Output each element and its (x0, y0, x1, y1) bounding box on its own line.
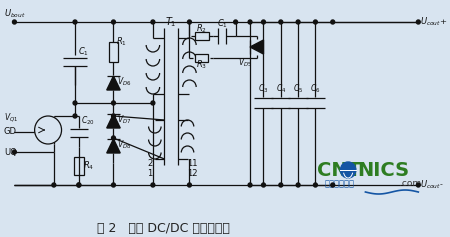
Polygon shape (107, 139, 120, 153)
Text: $R_4$: $R_4$ (83, 160, 94, 172)
Circle shape (112, 114, 115, 118)
Circle shape (73, 101, 77, 105)
Text: $C_3$: $C_3$ (258, 83, 269, 95)
Text: $C_4$: $C_4$ (275, 83, 286, 95)
Bar (108, 42, 118, 62)
Circle shape (77, 183, 81, 187)
Circle shape (279, 20, 283, 24)
Circle shape (279, 183, 283, 187)
Circle shape (341, 162, 356, 178)
Text: $C_1$: $C_1$ (78, 46, 89, 58)
Text: $C_6$: $C_6$ (310, 83, 321, 95)
Text: $V_{D6}$: $V_{D6}$ (117, 76, 132, 88)
Text: GD: GD (4, 128, 17, 137)
Bar (195, 54, 208, 62)
Circle shape (331, 20, 335, 24)
Circle shape (261, 20, 266, 24)
Circle shape (13, 20, 16, 24)
Circle shape (188, 183, 191, 187)
Text: .com: .com (399, 179, 421, 188)
Text: $V_{D7}$: $V_{D7}$ (117, 114, 132, 126)
Text: $R_2$: $R_2$ (197, 23, 207, 35)
Text: $V_{D8}$: $V_{D8}$ (117, 139, 132, 151)
Text: $V_{D5}$: $V_{D5}$ (238, 57, 252, 69)
Circle shape (261, 183, 266, 187)
Text: $U_{cout}$-: $U_{cout}$- (420, 179, 444, 191)
Text: $V_{Q1}$: $V_{Q1}$ (4, 112, 18, 124)
Text: UQ: UQ (4, 147, 17, 156)
Text: 图 2   高频 DC/DC 变换原理图: 图 2 高频 DC/DC 变换原理图 (97, 222, 230, 234)
Text: 2: 2 (148, 159, 153, 168)
Text: $U_{cout}$+: $U_{cout}$+ (420, 16, 448, 28)
Text: $T_1$: $T_1$ (166, 15, 177, 29)
Text: $U_{bout}$: $U_{bout}$ (4, 8, 26, 20)
Circle shape (248, 183, 252, 187)
Circle shape (234, 20, 238, 24)
Circle shape (112, 101, 115, 105)
Circle shape (151, 101, 155, 105)
Text: 12: 12 (187, 169, 198, 178)
Text: NICS: NICS (358, 160, 410, 179)
Circle shape (13, 150, 16, 154)
Circle shape (248, 20, 252, 24)
Text: $R_3$: $R_3$ (196, 59, 207, 71)
Circle shape (188, 20, 191, 24)
Bar (74, 157, 84, 175)
Circle shape (151, 183, 155, 187)
Circle shape (314, 183, 317, 187)
Circle shape (416, 183, 420, 187)
Circle shape (77, 183, 81, 187)
Circle shape (35, 116, 62, 144)
Circle shape (416, 20, 420, 24)
Circle shape (151, 20, 155, 24)
Circle shape (331, 183, 335, 187)
Text: 1: 1 (148, 169, 153, 178)
Circle shape (112, 183, 115, 187)
Text: 电子元件技术: 电子元件技术 (325, 179, 355, 188)
Circle shape (296, 183, 300, 187)
Circle shape (112, 20, 115, 24)
Text: $C_1$: $C_1$ (216, 18, 228, 30)
Circle shape (112, 136, 115, 140)
Bar (195, 32, 209, 40)
Text: $R_1$: $R_1$ (117, 36, 127, 48)
Circle shape (52, 183, 56, 187)
Text: 11: 11 (187, 159, 198, 168)
Polygon shape (250, 40, 264, 54)
Text: $C_5$: $C_5$ (293, 83, 303, 95)
Polygon shape (107, 114, 120, 128)
Text: CNT: CNT (317, 160, 361, 179)
Circle shape (314, 20, 317, 24)
Circle shape (73, 114, 77, 118)
Circle shape (296, 20, 300, 24)
Circle shape (73, 20, 77, 24)
Polygon shape (107, 76, 120, 90)
Text: $C_{20}$: $C_{20}$ (81, 115, 94, 127)
